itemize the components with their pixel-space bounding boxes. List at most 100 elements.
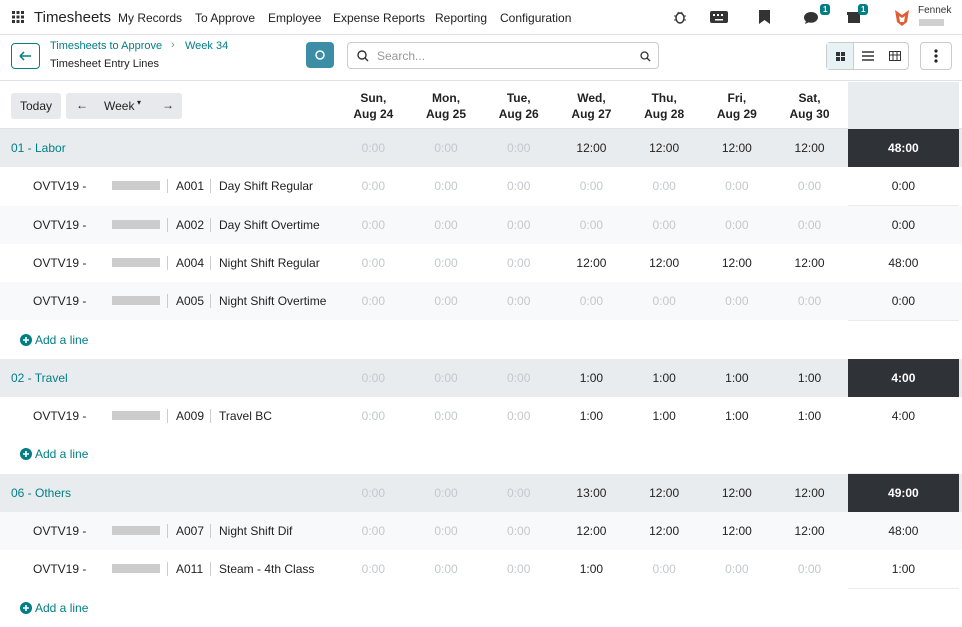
cell-value[interactable]: 0:00 xyxy=(579,294,604,309)
search-icon[interactable] xyxy=(640,51,651,62)
cell-value[interactable]: 0:00 xyxy=(361,485,386,500)
cell-value[interactable]: 1:00 xyxy=(725,409,749,424)
avatar[interactable] xyxy=(892,7,912,27)
cell-value[interactable]: 0:00 xyxy=(434,179,458,194)
app-name[interactable]: Timesheets xyxy=(34,9,111,26)
pivot-icon[interactable] xyxy=(889,51,901,61)
cell-value[interactable]: 12:00 xyxy=(576,524,607,538)
add-line-text[interactable]: Add a line xyxy=(35,332,89,347)
prev-button[interactable]: ← xyxy=(76,98,88,112)
cell-value[interactable]: 0:00 xyxy=(652,562,676,577)
cell-value[interactable]: 0:00 xyxy=(434,217,458,232)
cell-value[interactable]: 0:00 xyxy=(507,370,531,385)
cell-value[interactable]: 0:00 xyxy=(797,294,822,309)
cell-value[interactable]: 0:00 xyxy=(361,524,386,538)
menu-item[interactable]: Reporting xyxy=(435,11,488,25)
cell-value[interactable]: 0:00 xyxy=(507,217,531,232)
cell-value[interactable]: 12:00 xyxy=(794,141,825,155)
cell-value[interactable]: 0:00 xyxy=(361,294,386,309)
add-line[interactable]: Add a line xyxy=(20,447,88,461)
cell-value[interactable]: 0:00 xyxy=(434,524,458,538)
menu-item[interactable]: Expense Reports xyxy=(333,11,426,25)
cell-value[interactable]: 0:00 xyxy=(507,141,531,155)
cell-value[interactable]: 13:00 xyxy=(576,485,607,500)
cell-value[interactable]: 0:00 xyxy=(652,217,676,232)
more-button[interactable] xyxy=(920,42,952,70)
add-line[interactable]: Add a line xyxy=(20,333,88,347)
today-button[interactable]: Today xyxy=(11,93,61,119)
cell-value[interactable]: 12:00 xyxy=(721,255,752,270)
cell-value[interactable]: 1:00 xyxy=(797,370,822,385)
cell-value[interactable]: 0:00 xyxy=(507,179,531,194)
cell-value[interactable]: 0:00 xyxy=(725,294,749,309)
back-button[interactable] xyxy=(11,43,40,69)
cell-value[interactable]: 0:00 xyxy=(434,294,458,309)
breadcrumb-parent[interactable]: Timesheets to Approve xyxy=(50,40,163,52)
chat-icon[interactable] xyxy=(803,11,819,25)
cell-value[interactable]: 0:00 xyxy=(434,409,458,424)
menu-item[interactable]: My Records xyxy=(118,11,183,25)
activity-icon[interactable] xyxy=(847,10,861,24)
cell-value[interactable]: 0:00 xyxy=(434,562,458,577)
cell-value[interactable]: 1:00 xyxy=(579,409,604,424)
cell-value[interactable]: 0:00 xyxy=(434,255,458,270)
cell-value[interactable]: 12:00 xyxy=(649,485,680,500)
add-line[interactable]: Add a line xyxy=(20,601,88,615)
cell-value[interactable]: 0:00 xyxy=(725,217,749,232)
bookmark-icon[interactable] xyxy=(759,10,770,24)
cell-value[interactable]: 0:00 xyxy=(361,179,386,194)
cell-value[interactable]: 0:00 xyxy=(652,179,676,194)
cell-value[interactable]: 12:00 xyxy=(649,255,680,270)
cell-value[interactable]: 12:00 xyxy=(794,485,825,500)
group-name[interactable]: 06 - Others xyxy=(11,485,72,500)
cell-value[interactable]: 0:00 xyxy=(507,485,531,500)
cell-value[interactable]: 1:00 xyxy=(579,370,604,385)
cell-value[interactable]: 12:00 xyxy=(794,255,825,270)
cell-value[interactable]: 0:00 xyxy=(361,562,386,577)
cell-value[interactable]: 12:00 xyxy=(721,524,752,538)
cell-value[interactable]: 0:00 xyxy=(361,409,386,424)
cell-value[interactable]: 0:00 xyxy=(361,255,386,270)
cell-value[interactable]: 0:00 xyxy=(361,370,386,385)
cell-value[interactable]: 0:00 xyxy=(434,141,458,155)
cell-value[interactable]: 0:00 xyxy=(507,524,531,538)
cell-value[interactable]: 0:00 xyxy=(725,562,749,577)
cell-value[interactable]: 12:00 xyxy=(576,255,607,270)
group-name[interactable]: 02 - Travel xyxy=(11,370,68,385)
cell-value[interactable]: 12:00 xyxy=(794,524,825,538)
cell-value[interactable]: 0:00 xyxy=(507,409,531,424)
range-select[interactable]: Week xyxy=(104,99,135,113)
keyboard-icon[interactable] xyxy=(710,11,728,23)
cell-value[interactable]: 0:00 xyxy=(797,562,822,577)
menu-item[interactable]: To Approve xyxy=(195,11,256,25)
cell-value[interactable]: 0:00 xyxy=(361,217,386,232)
cell-value[interactable]: 0:00 xyxy=(652,294,676,309)
cell-value[interactable]: 0:00 xyxy=(434,485,458,500)
refresh-button[interactable] xyxy=(306,42,334,68)
group-name[interactable]: 01 - Labor xyxy=(11,141,66,155)
cell-value[interactable]: 0:00 xyxy=(797,217,822,232)
cell-value[interactable]: 0:00 xyxy=(797,179,822,194)
cell-value[interactable]: 1:00 xyxy=(652,370,676,385)
next-button[interactable]: → xyxy=(162,98,174,112)
cell-value[interactable]: 0:00 xyxy=(579,179,604,194)
cell-value[interactable]: 1:00 xyxy=(725,370,749,385)
cell-value[interactable]: 0:00 xyxy=(507,255,531,270)
list-icon[interactable] xyxy=(862,51,874,61)
add-line-text[interactable]: Add a line xyxy=(35,600,89,615)
cell-value[interactable]: 0:00 xyxy=(434,370,458,385)
grid-view[interactable] xyxy=(827,43,854,69)
menu-item[interactable]: Employee xyxy=(268,11,322,25)
cell-value[interactable]: 0:00 xyxy=(507,562,531,577)
add-line-text[interactable]: Add a line xyxy=(35,447,89,462)
debug-icon[interactable] xyxy=(673,10,687,24)
cell-value[interactable]: 0:00 xyxy=(725,179,749,194)
cell-value[interactable]: 12:00 xyxy=(721,485,752,500)
view-switcher[interactable] xyxy=(826,42,909,70)
apps-icon[interactable] xyxy=(12,11,24,23)
user-name[interactable]: Fennek xyxy=(918,5,952,16)
cell-value[interactable]: 0:00 xyxy=(361,141,386,155)
search-box[interactable]: Search... xyxy=(347,42,659,69)
menu-item[interactable]: Configuration xyxy=(500,11,572,25)
cell-value[interactable]: 1:00 xyxy=(652,409,676,424)
